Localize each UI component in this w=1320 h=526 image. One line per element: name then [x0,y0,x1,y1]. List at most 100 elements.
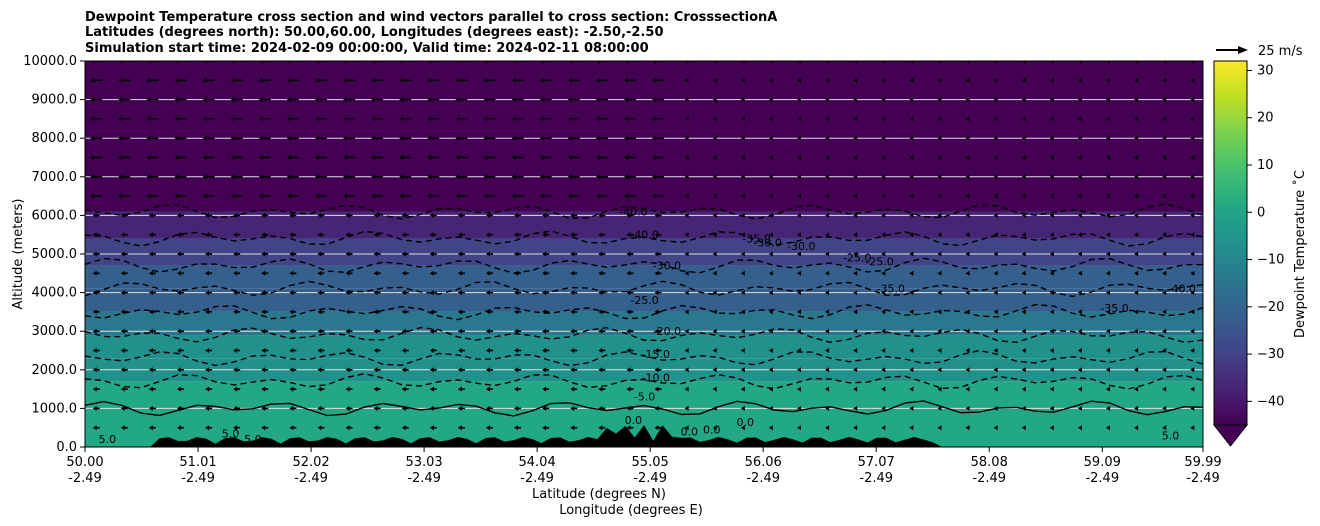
wind-vector [570,309,578,315]
wind-vector-head [483,135,488,141]
wind-vector [567,193,580,199]
wind-vector [712,135,717,141]
wind-vector [314,77,327,83]
wind-vector-head [853,425,858,431]
wind-vector-head [258,77,263,83]
wind-vector-head [712,328,717,334]
wind-vector [455,77,468,83]
wind-vector [1106,97,1111,103]
wind-vector-head [1134,270,1139,276]
wind-vector [539,135,552,141]
wind-vector-head [652,155,657,160]
wind-vector-head [148,386,153,392]
wind-vector [937,77,942,83]
wind-vector [120,367,128,373]
wind-vector-head [1049,232,1054,238]
wind-vector [230,77,243,83]
wind-vector [1134,425,1139,431]
dewpoint-field [85,61,1203,447]
wind-vector [345,348,353,353]
wind-vector-head [825,405,830,411]
wind-vector-head [570,309,575,315]
wind-vector [654,425,662,431]
wind-vector [965,386,970,392]
wind-vector-head [881,193,886,199]
wind-vector-head [511,135,516,141]
wind-vector [118,193,131,199]
wind-vector-head [598,251,603,257]
wind-vector [176,212,184,218]
wind-vector-head [740,97,745,103]
wind-vector-head [965,61,970,64]
wind-vector-head [457,328,462,334]
wind-vector [626,367,634,373]
wind-vector-head [286,77,291,83]
wind-vector-head [289,348,294,353]
wind-vector [1106,425,1111,431]
wind-vector [993,77,998,83]
wind-vector-head [570,425,575,431]
wind-vector-head [740,251,745,257]
wind-vector [825,97,830,103]
wind-vector-head [485,309,490,315]
wind-vector-head [176,405,181,411]
wind-vector-head [1106,251,1111,257]
wind-vector [205,348,213,353]
contour-label: -25.0 [630,294,658,307]
wind-vector [146,97,159,103]
x-tick-label-lon: -2.49 [633,471,667,486]
wind-vector-head [1162,348,1167,353]
wind-vector-head [261,405,266,411]
x-tick-label-lon: -2.49 [1085,471,1119,486]
wind-vector [289,425,297,431]
wind-vector [853,386,858,392]
wind-vector [797,425,802,431]
wind-vector [937,405,942,411]
wind-vector [881,116,886,122]
wind-vector [768,135,773,141]
wind-vector [768,425,773,431]
y-tick-label: 5000.0 [32,247,78,262]
wind-vector-head [233,386,238,392]
wind-vector-head [345,290,350,296]
wind-vector-head [233,212,238,218]
wind-vector [258,174,271,180]
wind-vector [595,155,608,160]
wind-vector-head [205,348,210,353]
wind-vector [174,116,187,122]
wind-vector-head [174,135,179,141]
wind-vector [455,61,468,64]
wind-vector-head [881,61,886,64]
wind-vector [401,309,409,315]
wind-vector-head [1021,97,1026,103]
wind-vector [1134,328,1139,334]
wind-vector-head [825,367,830,373]
wind-vector-head [993,77,998,83]
wind-vector-head [1077,193,1082,199]
wind-vector-head [652,116,657,122]
wind-vector-head [1162,212,1167,218]
wind-vector [881,405,886,411]
wind-vector-head [1049,270,1054,276]
wind-vector [825,61,830,64]
wind-vector [317,367,325,373]
wind-vector-head [993,386,998,392]
wind-vector [598,212,606,218]
wind-vector-head [684,309,689,315]
wind-vector-head [202,193,207,199]
wind-vector [881,135,886,141]
wind-vector-head [1162,328,1167,334]
x-tick-label-lon: -2.49 [407,471,441,486]
wind-vector [1077,116,1082,122]
wind-vector [345,309,353,315]
wind-vector [401,367,409,373]
wind-vector [712,193,717,199]
wind-vector [401,386,409,392]
wind-vector [1077,386,1082,392]
wind-vector-head [712,405,717,411]
wind-vector [485,425,493,431]
wind-vector [1134,193,1139,199]
wind-vector-head [401,405,406,411]
wind-vector [1190,270,1195,276]
